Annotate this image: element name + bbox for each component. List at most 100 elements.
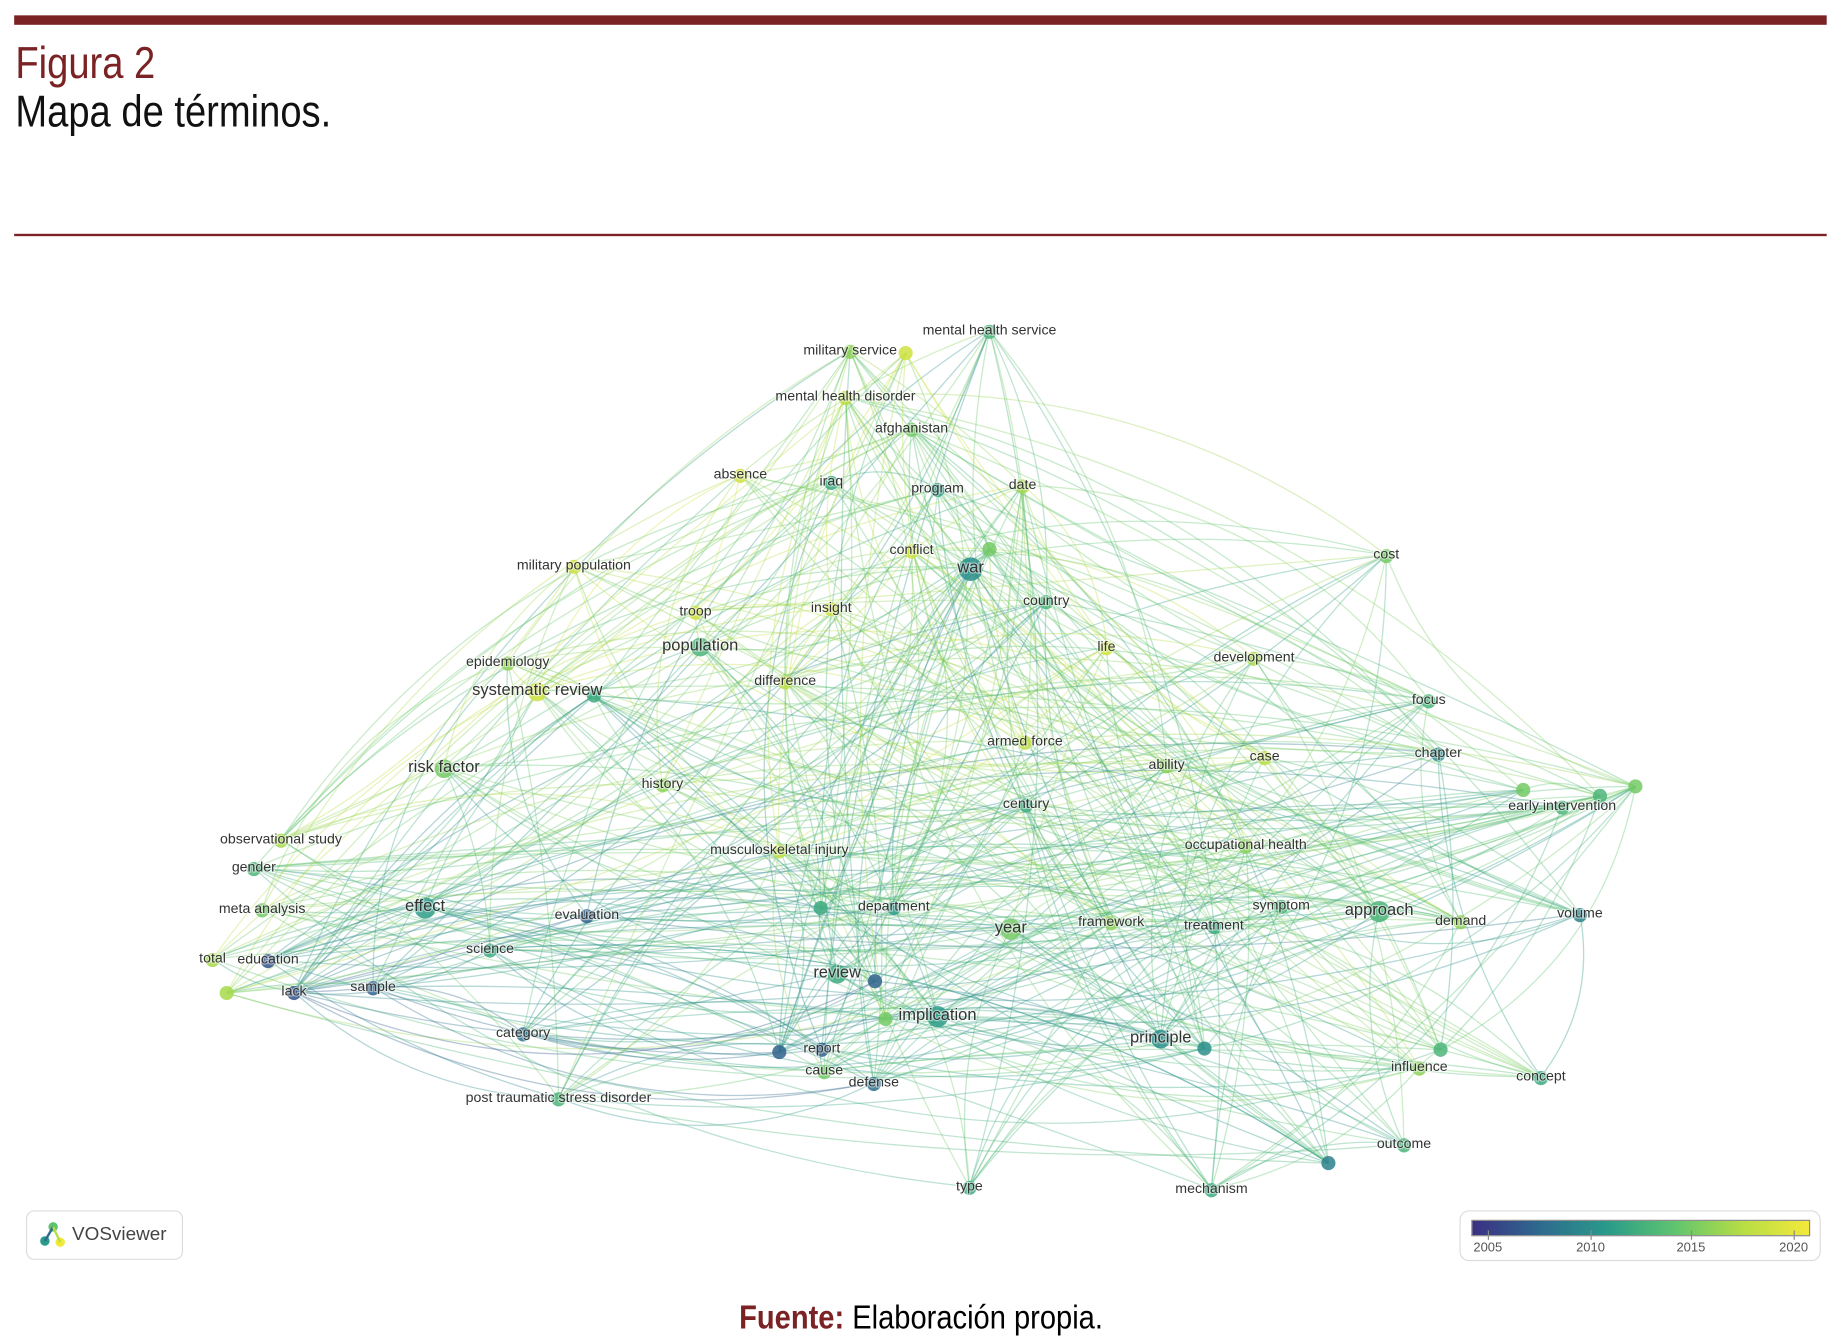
term-node[interactable]: [982, 324, 997, 339]
term-node[interactable]: [1017, 735, 1033, 750]
term-label[interactable]: afghanistan: [874, 419, 950, 437]
term-node[interactable]: [1555, 800, 1570, 815]
term-label[interactable]: population: [661, 634, 740, 655]
term-node[interactable]: [1000, 918, 1022, 940]
term-node[interactable]: [566, 559, 581, 574]
term-label[interactable]: report: [802, 1039, 841, 1057]
term-label[interactable]: outcome: [1376, 1135, 1433, 1153]
term-node[interactable]: [1412, 1061, 1427, 1076]
term-label[interactable]: military service: [802, 341, 898, 359]
term-label[interactable]: education: [236, 951, 300, 969]
term-node[interactable]: [867, 974, 883, 989]
term-node[interactable]: [527, 682, 547, 702]
term-node[interactable]: [1238, 839, 1253, 854]
term-node[interactable]: [205, 952, 220, 968]
term-node[interactable]: [1104, 916, 1119, 931]
term-node[interactable]: [962, 1180, 977, 1195]
term-node[interactable]: [904, 422, 919, 437]
term-label[interactable]: development: [1212, 648, 1295, 666]
term-label[interactable]: effect: [404, 895, 447, 916]
term-label[interactable]: concept: [1515, 1067, 1567, 1085]
term-node[interactable]: [878, 1011, 893, 1027]
term-node[interactable]: [1453, 915, 1468, 930]
term-label[interactable]: difference: [753, 672, 817, 690]
term-label[interactable]: meta analysis: [218, 900, 307, 918]
term-node[interactable]: [1533, 1070, 1549, 1086]
term-label[interactable]: cost: [1372, 546, 1400, 564]
term-label[interactable]: epidemiology: [465, 653, 552, 671]
term-label[interactable]: implication: [897, 1004, 977, 1025]
term-label[interactable]: program: [910, 479, 965, 497]
term-node[interactable]: [898, 345, 913, 361]
term-label[interactable]: influence: [1390, 1058, 1449, 1076]
term-node[interactable]: [843, 344, 858, 359]
term-node[interactable]: [1379, 549, 1394, 564]
term-node[interactable]: [886, 900, 901, 916]
term-node[interactable]: [579, 909, 594, 924]
term-label[interactable]: approach: [1344, 899, 1415, 920]
term-label[interactable]: demand: [1434, 912, 1488, 930]
term-label[interactable]: mental health disorder: [774, 387, 917, 405]
term-node[interactable]: [551, 1092, 566, 1107]
term-node[interactable]: [1246, 651, 1262, 666]
term-node[interactable]: [273, 833, 289, 848]
term-node[interactable]: [866, 1076, 881, 1092]
term-node[interactable]: [838, 390, 853, 406]
term-node[interactable]: [1099, 641, 1114, 656]
term-label[interactable]: volume: [1556, 904, 1604, 922]
term-label[interactable]: history: [640, 775, 685, 793]
term-label[interactable]: framework: [1077, 913, 1146, 931]
term-label[interactable]: country: [1022, 592, 1072, 610]
term-node[interactable]: [516, 1027, 531, 1042]
term-label[interactable]: mental health service: [921, 321, 1057, 339]
term-label[interactable]: date: [1008, 476, 1038, 494]
term-label[interactable]: musculoskeletal injury: [709, 841, 851, 859]
term-node[interactable]: [690, 637, 710, 657]
term-node[interactable]: [1204, 1183, 1219, 1198]
term-node[interactable]: [1572, 908, 1587, 923]
term-node[interactable]: [772, 1045, 787, 1060]
term-node[interactable]: [817, 1065, 832, 1080]
term-node[interactable]: [827, 964, 847, 984]
term-label[interactable]: cause: [804, 1062, 844, 1080]
term-node[interactable]: [1206, 919, 1221, 935]
term-node[interactable]: [1015, 479, 1030, 494]
term-node[interactable]: [958, 557, 983, 581]
term-label[interactable]: chapter: [1413, 744, 1463, 762]
term-label[interactable]: armed force: [986, 732, 1064, 750]
term-node[interactable]: [434, 759, 454, 779]
term-label[interactable]: life: [1096, 638, 1117, 656]
term-label[interactable]: evaluation: [553, 906, 620, 924]
term-label[interactable]: lack: [280, 982, 308, 1000]
term-node[interactable]: [586, 688, 602, 703]
term-label[interactable]: conflict: [888, 541, 934, 559]
term-node[interactable]: [772, 844, 787, 859]
term-label[interactable]: ability: [1147, 756, 1186, 774]
term-label[interactable]: type: [955, 1177, 984, 1195]
term-node[interactable]: [1592, 788, 1608, 803]
term-node[interactable]: [255, 903, 270, 918]
term-node[interactable]: [824, 475, 839, 491]
term-node[interactable]: [1433, 1042, 1448, 1057]
term-label[interactable]: insight: [810, 599, 853, 617]
term-node[interactable]: [813, 900, 828, 916]
term-label[interactable]: year: [994, 916, 1029, 937]
term-node[interactable]: [824, 602, 839, 617]
term-node[interactable]: [982, 541, 997, 557]
term-node[interactable]: [1159, 759, 1174, 774]
term-node[interactable]: [814, 1042, 829, 1057]
term-label[interactable]: review: [812, 961, 862, 982]
term-node[interactable]: [1516, 782, 1531, 798]
term-node[interactable]: [733, 468, 748, 483]
term-node[interactable]: [926, 1006, 949, 1028]
term-node[interactable]: [286, 985, 302, 1001]
term-node[interactable]: [500, 656, 515, 671]
term-node[interactable]: [1151, 1029, 1171, 1049]
term-label[interactable]: case: [1249, 747, 1281, 765]
term-label[interactable]: observational study: [219, 830, 344, 848]
term-node[interactable]: [1396, 1138, 1412, 1153]
term-label[interactable]: principle: [1129, 1026, 1193, 1047]
term-node[interactable]: [655, 778, 670, 793]
term-label[interactable]: absence: [712, 465, 768, 483]
term-label[interactable]: defense: [847, 1073, 900, 1091]
